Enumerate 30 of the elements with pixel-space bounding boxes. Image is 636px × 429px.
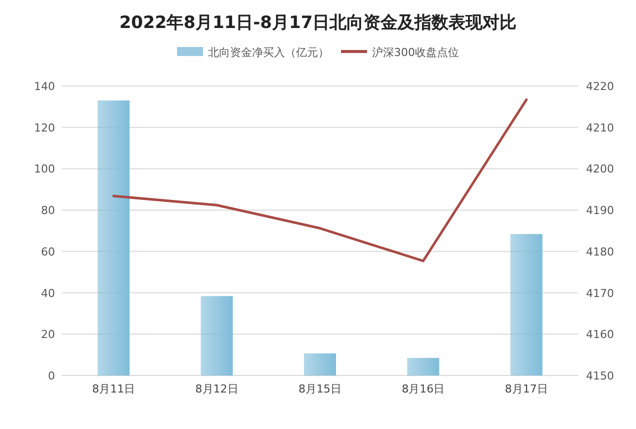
y2-tick-label: 4190 <box>586 204 614 218</box>
line-series <box>112 98 528 262</box>
bar <box>200 296 233 376</box>
y2-tick-label: 4210 <box>586 121 614 134</box>
y2-tick-label: 4170 <box>586 286 614 300</box>
y-tick-label: 100 <box>34 162 55 176</box>
bar <box>98 100 130 376</box>
x-tick-label: 8月16日 <box>402 382 445 396</box>
y-tick-label: 120 <box>34 121 55 134</box>
x-tick-label: 8月17日 <box>504 382 548 396</box>
bar <box>304 353 336 376</box>
y-tick-label: 20 <box>41 328 55 342</box>
bar <box>407 358 440 376</box>
x-tick-label: 8月15日 <box>298 382 342 396</box>
y-tick-label: 140 <box>34 80 55 93</box>
y2-tick-label: 4150 <box>586 370 614 382</box>
x-tick-label: 8月12日 <box>195 382 238 396</box>
legend-label: 北向资金净买入（亿元） <box>208 46 329 59</box>
y2-tick-label: 4160 <box>586 328 614 342</box>
y2-tick-label: 4220 <box>586 80 614 93</box>
y-tick-label: 60 <box>41 245 55 258</box>
y-tick-label: 40 <box>41 286 55 300</box>
x-tick-label: 8月11日 <box>92 382 136 396</box>
y2-tick-label: 4180 <box>586 245 614 258</box>
bar <box>510 234 542 376</box>
y2-tick-label: 4200 <box>586 162 614 176</box>
y-tick-label: 0 <box>48 370 55 382</box>
y-tick-label: 80 <box>41 204 55 218</box>
chart-title: 2022年8月11日-8月17日北向资金及指数表现对比 <box>119 13 517 33</box>
legend-label: 沪深300收盘点位 <box>372 46 459 59</box>
